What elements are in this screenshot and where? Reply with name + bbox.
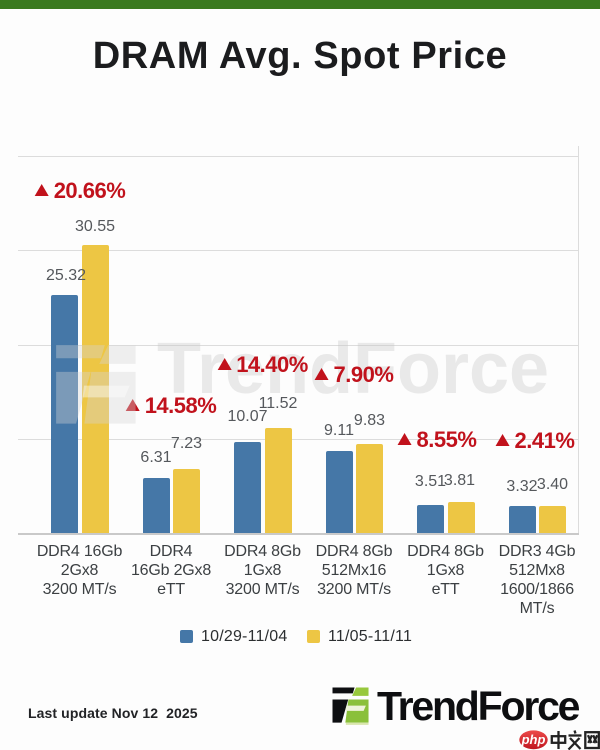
svg-text:php: php [521,732,546,747]
